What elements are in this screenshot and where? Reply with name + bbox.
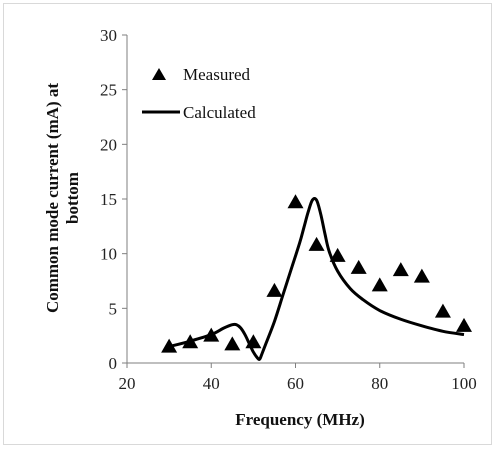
measured-point	[287, 194, 304, 209]
measured-point	[203, 327, 220, 342]
measured-point	[371, 277, 388, 292]
measured-point	[245, 334, 262, 349]
measured-point	[224, 336, 241, 351]
x-tick-label: 100	[451, 374, 477, 393]
measured-point	[456, 317, 472, 332]
x-tick-label: 20	[119, 374, 136, 393]
legend-calculated-label: Calculated	[183, 103, 256, 122]
x-tick-label: 40	[203, 374, 220, 393]
y-axis-ticks: 0 5 10 15 20 25 30	[100, 26, 127, 373]
measured-point	[392, 262, 409, 277]
plot-series	[161, 194, 472, 361]
x-tick-label: 80	[371, 374, 388, 393]
measured-point	[182, 334, 199, 349]
legend-measured-label: Measured	[183, 65, 251, 84]
y-tick-label: 25	[100, 81, 117, 100]
legend: Measured Calculated	[142, 65, 256, 122]
x-tick-label: 60	[287, 374, 304, 393]
calculated-line	[168, 196, 465, 361]
y-axis-title-line-2: bottom	[63, 172, 82, 224]
measured-point	[266, 282, 283, 297]
x-axis-title: Frequency (MHz)	[235, 410, 365, 429]
legend-measured-marker	[152, 68, 166, 80]
measured-point	[350, 259, 367, 274]
measured-point	[161, 338, 178, 353]
y-tick-label: 30	[100, 26, 117, 45]
y-tick-label: 5	[109, 299, 118, 318]
measured-point	[329, 247, 346, 262]
measured-point	[308, 236, 325, 251]
y-tick-label: 0	[109, 354, 118, 373]
y-tick-label: 10	[100, 245, 117, 264]
y-axis-title-line-1: Common mode current (mA) at	[43, 83, 62, 313]
y-tick-label: 20	[100, 135, 117, 154]
measured-point	[413, 268, 430, 283]
measured-point	[434, 303, 451, 318]
x-axis-ticks: 20 40 60 80 100	[119, 363, 477, 393]
y-tick-label: 15	[100, 190, 117, 209]
chart-frame	[3, 3, 492, 445]
